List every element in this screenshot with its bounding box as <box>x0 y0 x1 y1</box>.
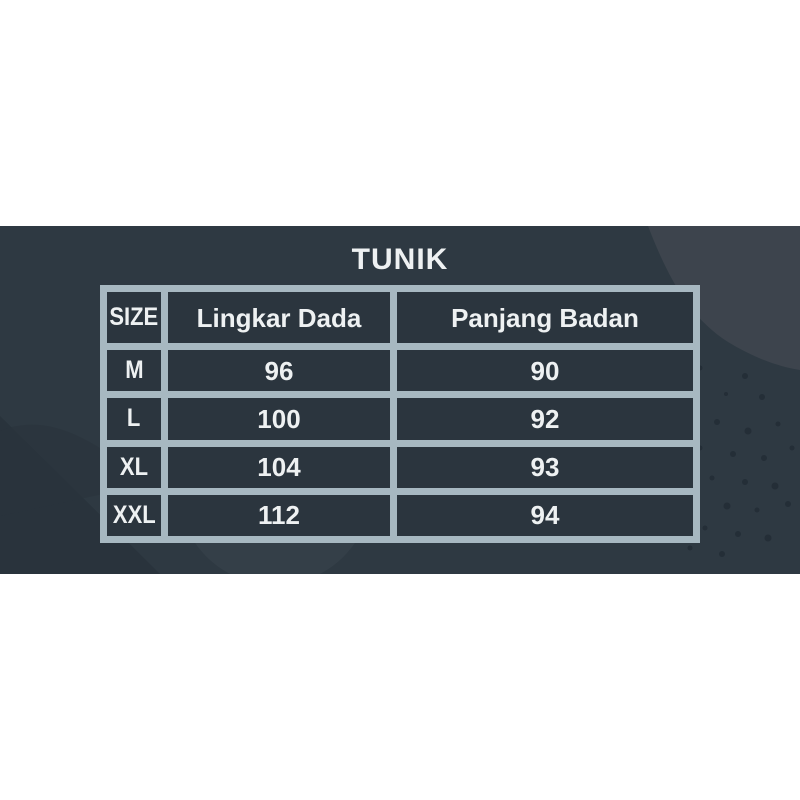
corner-blob <box>648 226 800 370</box>
row-m-lingkar-dada: 96 <box>168 350 390 392</box>
size-table: SIZE Lingkar Dada Panjang Badan M 96 90 … <box>100 285 700 543</box>
row-xl-panjang-badan: 93 <box>397 446 693 488</box>
dark-ridge-shape <box>0 424 150 516</box>
row-l-size: L <box>107 398 161 440</box>
size-chart-panel: TUNIK SIZE Lingkar Dada Panjang Badan M … <box>0 226 800 574</box>
row-m-panjang-badan: 90 <box>397 350 693 392</box>
row-xxl-size: XXL <box>107 494 161 536</box>
row-l-panjang-badan: 92 <box>397 398 693 440</box>
chart-title: TUNIK <box>351 243 449 276</box>
row-xxl-size-label: XXL <box>112 500 156 529</box>
row-xl-size-label: XL <box>119 452 149 481</box>
row-xl-size: XL <box>107 446 161 488</box>
row-m-size: M <box>107 350 161 392</box>
column-header-size-label: SIZE <box>109 303 159 331</box>
row-xl-lingkar-dada: 104 <box>168 446 390 488</box>
row-xxl-lingkar-dada: 112 <box>168 494 390 536</box>
column-header-panjang-badan: Panjang Badan <box>397 292 693 343</box>
row-l-size-label: L <box>127 404 141 433</box>
row-l-lingkar-dada: 100 <box>168 398 390 440</box>
row-xxl-panjang-badan: 94 <box>397 494 693 536</box>
column-header-lingkar-dada: Lingkar Dada <box>168 292 390 343</box>
row-m-size-label: M <box>124 356 144 385</box>
column-header-size: SIZE <box>107 292 161 343</box>
